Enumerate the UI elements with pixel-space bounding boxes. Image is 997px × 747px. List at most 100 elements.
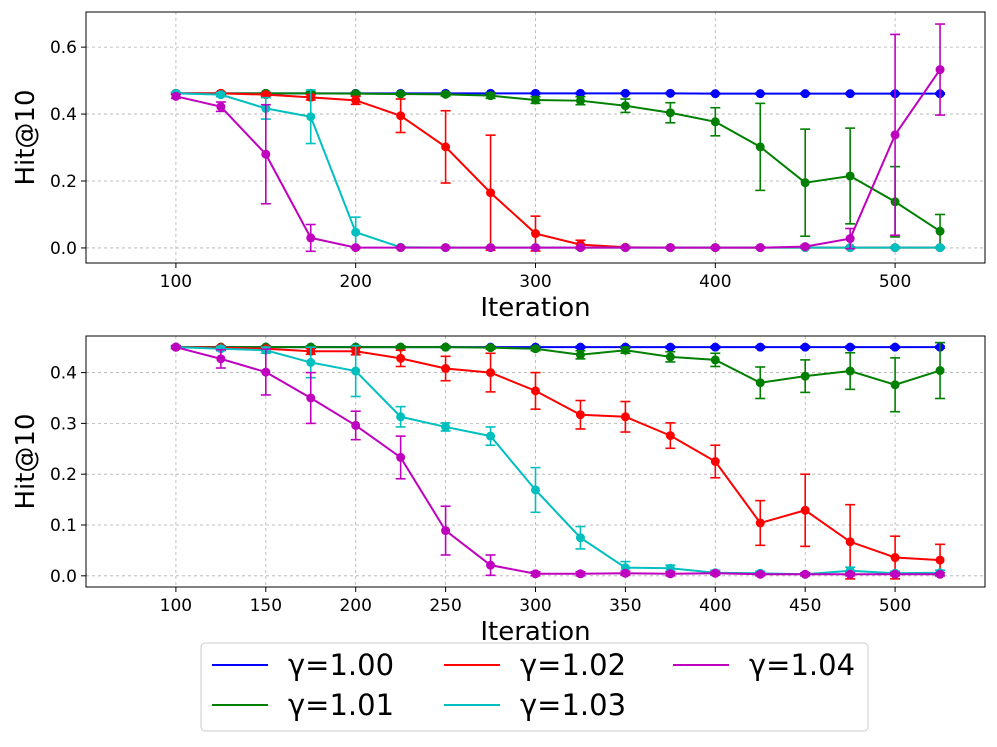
data-point (396, 353, 406, 363)
data-point (575, 96, 585, 106)
data-point (396, 243, 406, 253)
data-point (620, 345, 630, 355)
data-point (935, 366, 945, 376)
data-point (800, 242, 810, 252)
x-tick-label: 150 (250, 596, 282, 616)
series-line (175, 346, 941, 562)
data-point (845, 342, 855, 352)
data-point (710, 243, 720, 253)
y-tick-label: 0.6 (50, 38, 77, 58)
data-point (441, 342, 451, 352)
data-point (306, 233, 316, 243)
data-point (710, 355, 720, 365)
data-point (486, 343, 496, 353)
data-point (575, 410, 585, 420)
data-point (486, 91, 496, 101)
y-axis-label: Hit@10 (11, 413, 41, 509)
data-point (890, 243, 900, 253)
x-tick-label: 500 (879, 596, 911, 616)
x-tick-label: 100 (160, 272, 192, 292)
legend-label: γ=1.00 (288, 648, 394, 682)
data-point (845, 537, 855, 547)
data-point (755, 142, 765, 152)
data-point (890, 130, 900, 140)
data-point (441, 526, 451, 536)
data-point (441, 142, 451, 152)
data-point (845, 89, 855, 99)
y-tick-label: 0.0 (50, 239, 77, 259)
data-point (351, 227, 361, 237)
data-point (665, 431, 675, 441)
x-tick-label: 300 (519, 596, 551, 616)
data-point (396, 89, 406, 99)
data-point (531, 344, 540, 354)
data-point (575, 350, 585, 360)
series-line (175, 346, 941, 576)
data-point (531, 386, 540, 396)
data-point (800, 89, 810, 99)
x-tick-label: 400 (699, 272, 731, 292)
data-point (216, 90, 226, 100)
data-point (441, 243, 451, 253)
data-point (665, 352, 675, 362)
data-point (531, 95, 540, 105)
data-point (575, 533, 585, 543)
data-point (351, 243, 361, 253)
data-point (935, 226, 945, 236)
data-point (396, 452, 406, 462)
data-point (665, 108, 675, 118)
data-point (710, 342, 720, 352)
series-line (175, 92, 941, 233)
data-point (396, 111, 406, 121)
data-point (665, 569, 675, 579)
data-point (575, 243, 585, 253)
data-point (575, 88, 585, 98)
series-line (175, 68, 941, 249)
data-point (755, 569, 765, 579)
x-tick-label: 250 (429, 596, 461, 616)
data-point (890, 569, 900, 579)
x-axis-label: Iteration (480, 617, 590, 647)
data-point (531, 243, 540, 253)
data-point (755, 518, 765, 528)
data-point (845, 234, 855, 244)
y-axis-label: Hit@10 (11, 89, 41, 185)
data-point (171, 342, 181, 352)
x-tick-label: 200 (339, 596, 371, 616)
data-point (800, 178, 810, 188)
y-tick-label: 0.1 (50, 516, 77, 536)
data-point (755, 243, 765, 253)
data-point (306, 393, 316, 403)
data-point (890, 553, 900, 563)
data-point (486, 188, 496, 198)
data-point (531, 229, 540, 239)
legend: γ=1.00 γ=1.01 γ=1.02 γ=1.03 γ=1.04 (200, 642, 869, 732)
data-point (306, 357, 316, 367)
x-tick-label: 500 (879, 272, 911, 292)
data-point (396, 412, 406, 422)
x-axis-label: Iteration (480, 293, 590, 323)
data-point (665, 342, 675, 352)
series-γ=1.01 (170, 341, 946, 413)
y-tick-label: 0.2 (50, 465, 77, 485)
data-point (216, 344, 226, 354)
data-point (486, 560, 496, 570)
data-point (800, 342, 810, 352)
y-tick-label: 0.0 (50, 567, 77, 587)
plot-frame (85, 335, 986, 588)
series-line (175, 346, 941, 386)
series-γ=1.02 (170, 342, 946, 580)
data-point (890, 380, 900, 390)
data-point (531, 485, 540, 495)
data-point (486, 243, 496, 253)
series-line (175, 92, 941, 249)
data-point (351, 366, 361, 376)
legend-label: γ=1.01 (288, 688, 394, 722)
data-point (845, 569, 855, 579)
data-point (620, 568, 630, 578)
data-point (800, 569, 810, 579)
series-γ=1.04 (170, 23, 946, 253)
data-point (800, 505, 810, 515)
legend-label: γ=1.04 (749, 648, 855, 682)
